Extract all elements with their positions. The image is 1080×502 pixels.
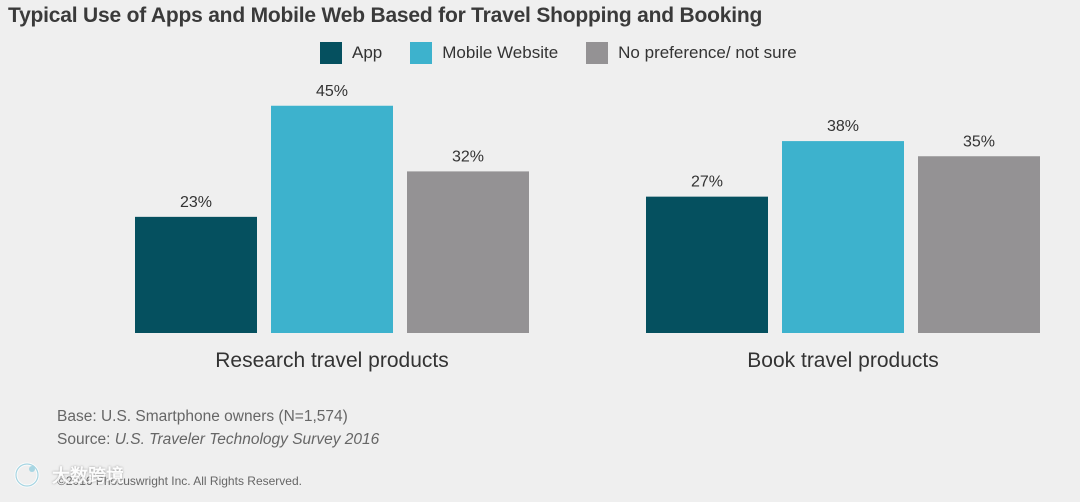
legend-label-app: App: [352, 43, 383, 62]
footnote-source-title: U.S. Traveler Technology Survey 2016: [114, 431, 380, 448]
category-label-book: Book travel products: [747, 349, 938, 372]
data-label-no-preference-book: 35%: [963, 133, 995, 150]
bar-mobile-website-book: [782, 141, 904, 333]
chart-title: Typical Use of Apps and Mobile Web Based…: [8, 4, 763, 27]
legend-swatch-app: [320, 42, 342, 64]
data-label-mobile-website-book: 38%: [827, 118, 859, 135]
watermark-logo: 大数跨境: [10, 460, 124, 490]
legend-label-mobile-website: Mobile Website: [442, 43, 559, 62]
watermark-text: 大数跨境: [52, 466, 124, 486]
bar-no-preference-research: [407, 171, 529, 333]
footnote-base: Base: U.S. Smartphone owners (N=1,574): [57, 408, 348, 425]
legend-label-no-preference: No preference/ not sure: [618, 43, 797, 62]
footnote-source: Source: U.S. Traveler Technology Survey …: [57, 431, 379, 449]
footnote-source-prefix: Source:: [57, 431, 115, 448]
legend-swatch-mobile-website: [410, 42, 433, 64]
bar-app-book: [646, 196, 768, 333]
data-label-app-book: 27%: [691, 174, 723, 191]
bar-mobile-website-research: [271, 105, 393, 333]
watermark-icon: [14, 462, 40, 488]
legend-swatch-no-preference: [586, 42, 609, 64]
data-label-mobile-website-research: 45%: [316, 83, 348, 100]
data-label-no-preference-research: 32%: [452, 148, 484, 165]
category-label-research: Research travel products: [215, 349, 448, 372]
bar-app-research: [135, 216, 257, 333]
bar-no-preference-book: [918, 156, 1040, 333]
legend-item-app: App: [320, 42, 382, 64]
legend-item-mobile-website: Mobile Website: [410, 42, 558, 64]
data-label-app-research: 23%: [180, 194, 212, 211]
copyright-text: ©2016 Phocuswright Inc. All Rights Reser…: [57, 474, 302, 488]
legend-item-no-preference: No preference/ not sure: [586, 42, 797, 64]
bar-chart: 23% 45% 32% Research travel products 27% 38% 3…: [135, 83, 1040, 372]
legend: App Mobile Website No preference/ not su…: [320, 42, 825, 64]
